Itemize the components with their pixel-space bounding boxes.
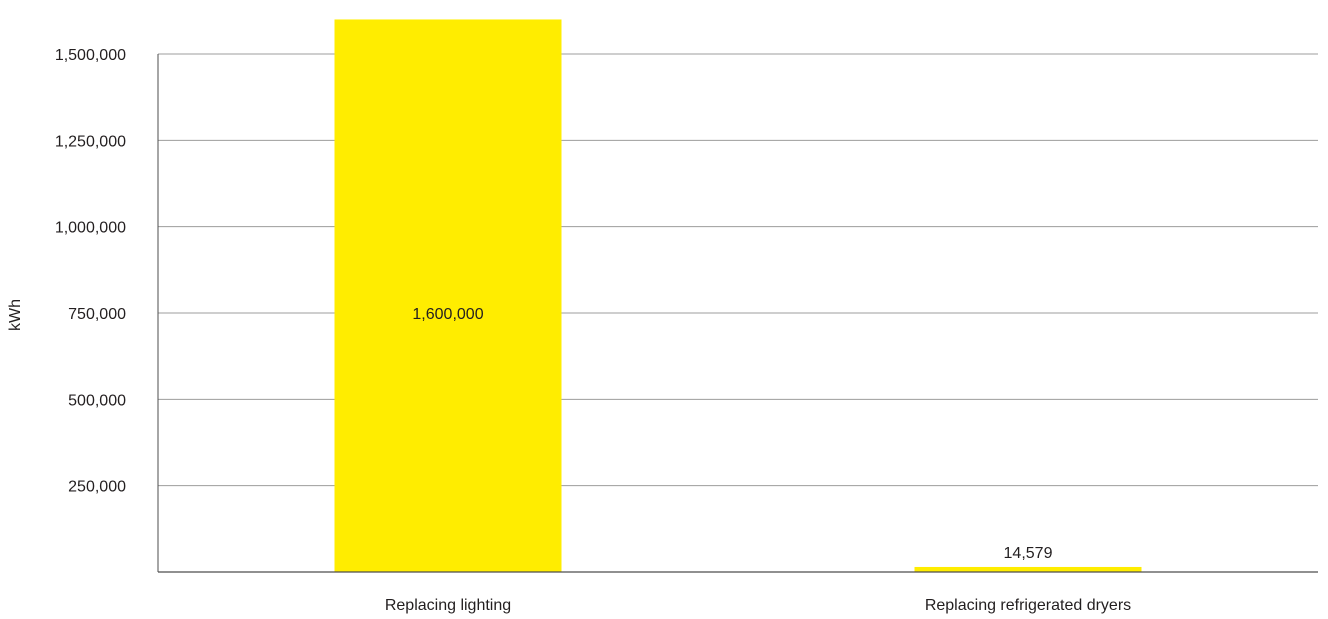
y-tick-label: 1,500,000 [55, 47, 126, 64]
gridlines [158, 53, 1318, 487]
y-tick-label: 250,000 [68, 479, 126, 496]
data-label: 14,579 [1004, 545, 1053, 562]
y-tick-label: 1,250,000 [55, 133, 126, 150]
bar-replacing-lighting [334, 19, 562, 572]
data-labels: 1,600,000 14,579 [412, 306, 1052, 562]
y-tick-label: 750,000 [68, 306, 126, 323]
y-tick-label: 1,000,000 [55, 220, 126, 237]
bar-replacing-refrigerated-dryers [914, 566, 1142, 572]
x-tick-label: Replacing refrigerated dryers [925, 597, 1131, 614]
y-axis-label: kWh [7, 299, 24, 331]
y-tick-label: 500,000 [68, 392, 126, 409]
bars [334, 19, 1142, 572]
data-label: 1,600,000 [412, 306, 483, 323]
axes [157, 54, 1318, 573]
x-tick-label: Replacing lighting [385, 597, 511, 614]
y-tick-labels: 250,000 500,000 750,000 1,000,000 1,250,000 1… [55, 47, 126, 496]
x-tick-labels: Replacing lighting Replacing refrigerated… [385, 597, 1131, 614]
